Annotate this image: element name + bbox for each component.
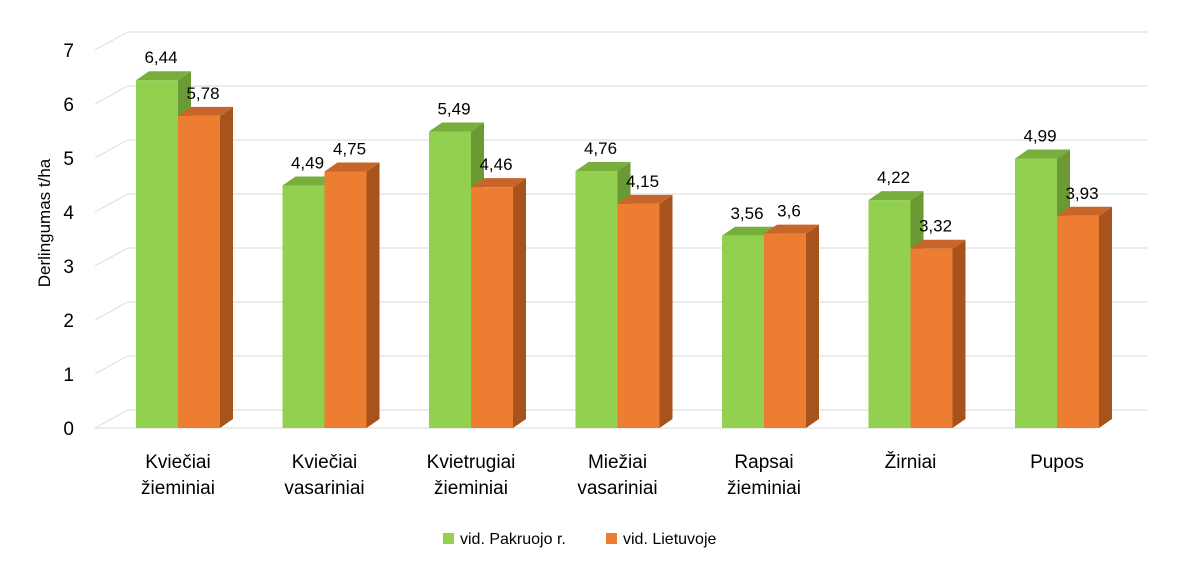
bar-front <box>471 187 513 428</box>
bar-top <box>1057 206 1112 216</box>
x-category-label: Miežiai vasariniai <box>577 452 657 499</box>
y-tick-label: 6 <box>63 95 74 116</box>
data-label: 6,44 <box>144 48 177 67</box>
bar-top <box>764 224 819 234</box>
bars <box>136 71 1112 429</box>
x-category-label: Pupos <box>1030 452 1084 473</box>
gridline-diagonal <box>94 409 128 429</box>
bar-top <box>282 176 338 186</box>
bar-front <box>1057 215 1099 428</box>
bar <box>471 178 526 428</box>
bar <box>910 239 966 428</box>
y-tick-label: 0 <box>63 419 74 440</box>
gridline-diagonal <box>94 193 128 213</box>
x-axis-categories: Kviečiai žieminiai Kviečiai vasariniai Kviet… <box>141 451 1084 499</box>
bar <box>764 224 819 428</box>
bar-top <box>575 161 631 171</box>
y-tick-label: 4 <box>63 203 74 224</box>
gridline-diagonal <box>94 31 128 51</box>
data-label: 4,46 <box>479 155 512 174</box>
y-axis-ticks: 0 1 2 3 4 5 6 7 <box>63 41 74 440</box>
bar-top <box>617 194 673 204</box>
bar <box>324 162 380 428</box>
legend-swatch-lietuvoje <box>606 533 617 544</box>
gridline-diagonal <box>94 85 128 105</box>
bar-top <box>471 178 526 188</box>
bar-top <box>136 71 191 81</box>
bar-top <box>868 191 924 201</box>
data-label: 4,49 <box>291 154 324 173</box>
bar-side <box>952 239 966 428</box>
x-category-label: Kvietrugiai žieminiai <box>427 452 516 499</box>
gridline-diagonal <box>94 139 128 159</box>
y-tick-label: 5 <box>63 149 74 170</box>
bar-top <box>910 239 966 249</box>
y-axis-label: Derlingumas t/ha <box>35 158 54 287</box>
y-tick-label: 2 <box>63 311 74 332</box>
bar-front <box>868 200 911 428</box>
bar-front <box>910 248 953 428</box>
bar-top <box>324 162 380 172</box>
x-category-label: Kviečiai žieminiai <box>141 452 215 499</box>
bar-front <box>575 170 618 428</box>
x-category-label: Rapsai žieminiai <box>727 452 801 499</box>
data-label: 4,99 <box>1023 127 1056 146</box>
bar-front <box>282 185 325 428</box>
bar-top <box>429 122 484 132</box>
data-label: 5,49 <box>437 100 470 119</box>
bar-side <box>1099 206 1112 428</box>
data-label: 3,56 <box>730 204 763 223</box>
bar-side <box>220 106 233 428</box>
legend-label-lietuvoje: vid. Lietuvoje <box>623 531 716 548</box>
bar-top <box>178 106 233 116</box>
gridline-diagonal <box>94 247 128 267</box>
bar-top <box>722 226 777 236</box>
bar-front <box>764 233 806 428</box>
bar-top <box>1015 149 1070 159</box>
gridline-diagonal <box>94 355 128 375</box>
bar-side <box>659 194 673 428</box>
data-label: 3,93 <box>1065 184 1098 203</box>
y-tick-label: 1 <box>63 365 74 386</box>
bar-front <box>1015 158 1057 429</box>
data-label: 5,78 <box>186 84 219 103</box>
x-category-label: Žirniai <box>885 451 937 473</box>
bar-front <box>178 115 220 428</box>
bar-front <box>722 235 764 428</box>
bar <box>178 106 233 428</box>
data-label: 4,76 <box>584 139 617 158</box>
x-category-label: Kviečiai vasariniai <box>284 452 364 499</box>
data-label: 4,75 <box>333 140 366 159</box>
legend-swatch-pakruojo <box>443 533 454 544</box>
legend-label-pakruojo: vid. Pakruojo r. <box>460 531 566 548</box>
data-label: 4,15 <box>626 172 659 191</box>
data-label: 3,32 <box>919 217 952 236</box>
y-tick-label: 7 <box>63 41 74 62</box>
bar-front <box>429 131 471 429</box>
bar-front <box>617 203 660 428</box>
bar-side <box>806 224 819 428</box>
data-label: 4,22 <box>877 168 910 187</box>
y-tick-label: 3 <box>63 257 74 278</box>
bar-side <box>513 178 526 428</box>
bar-side <box>366 162 380 428</box>
data-labels: 6,44 5,78 4,49 4,75 5,49 4,46 4,76 4,15 3,56 3,6 4… <box>144 48 1098 235</box>
bar <box>1057 206 1112 428</box>
gridline-diagonal <box>94 301 128 321</box>
bar <box>617 194 673 428</box>
bar-front <box>136 80 178 429</box>
legend: vid. Pakruojo r. vid. Lietuvoje <box>443 531 716 548</box>
data-label: 3,6 <box>777 202 801 221</box>
bar-front <box>324 171 367 428</box>
